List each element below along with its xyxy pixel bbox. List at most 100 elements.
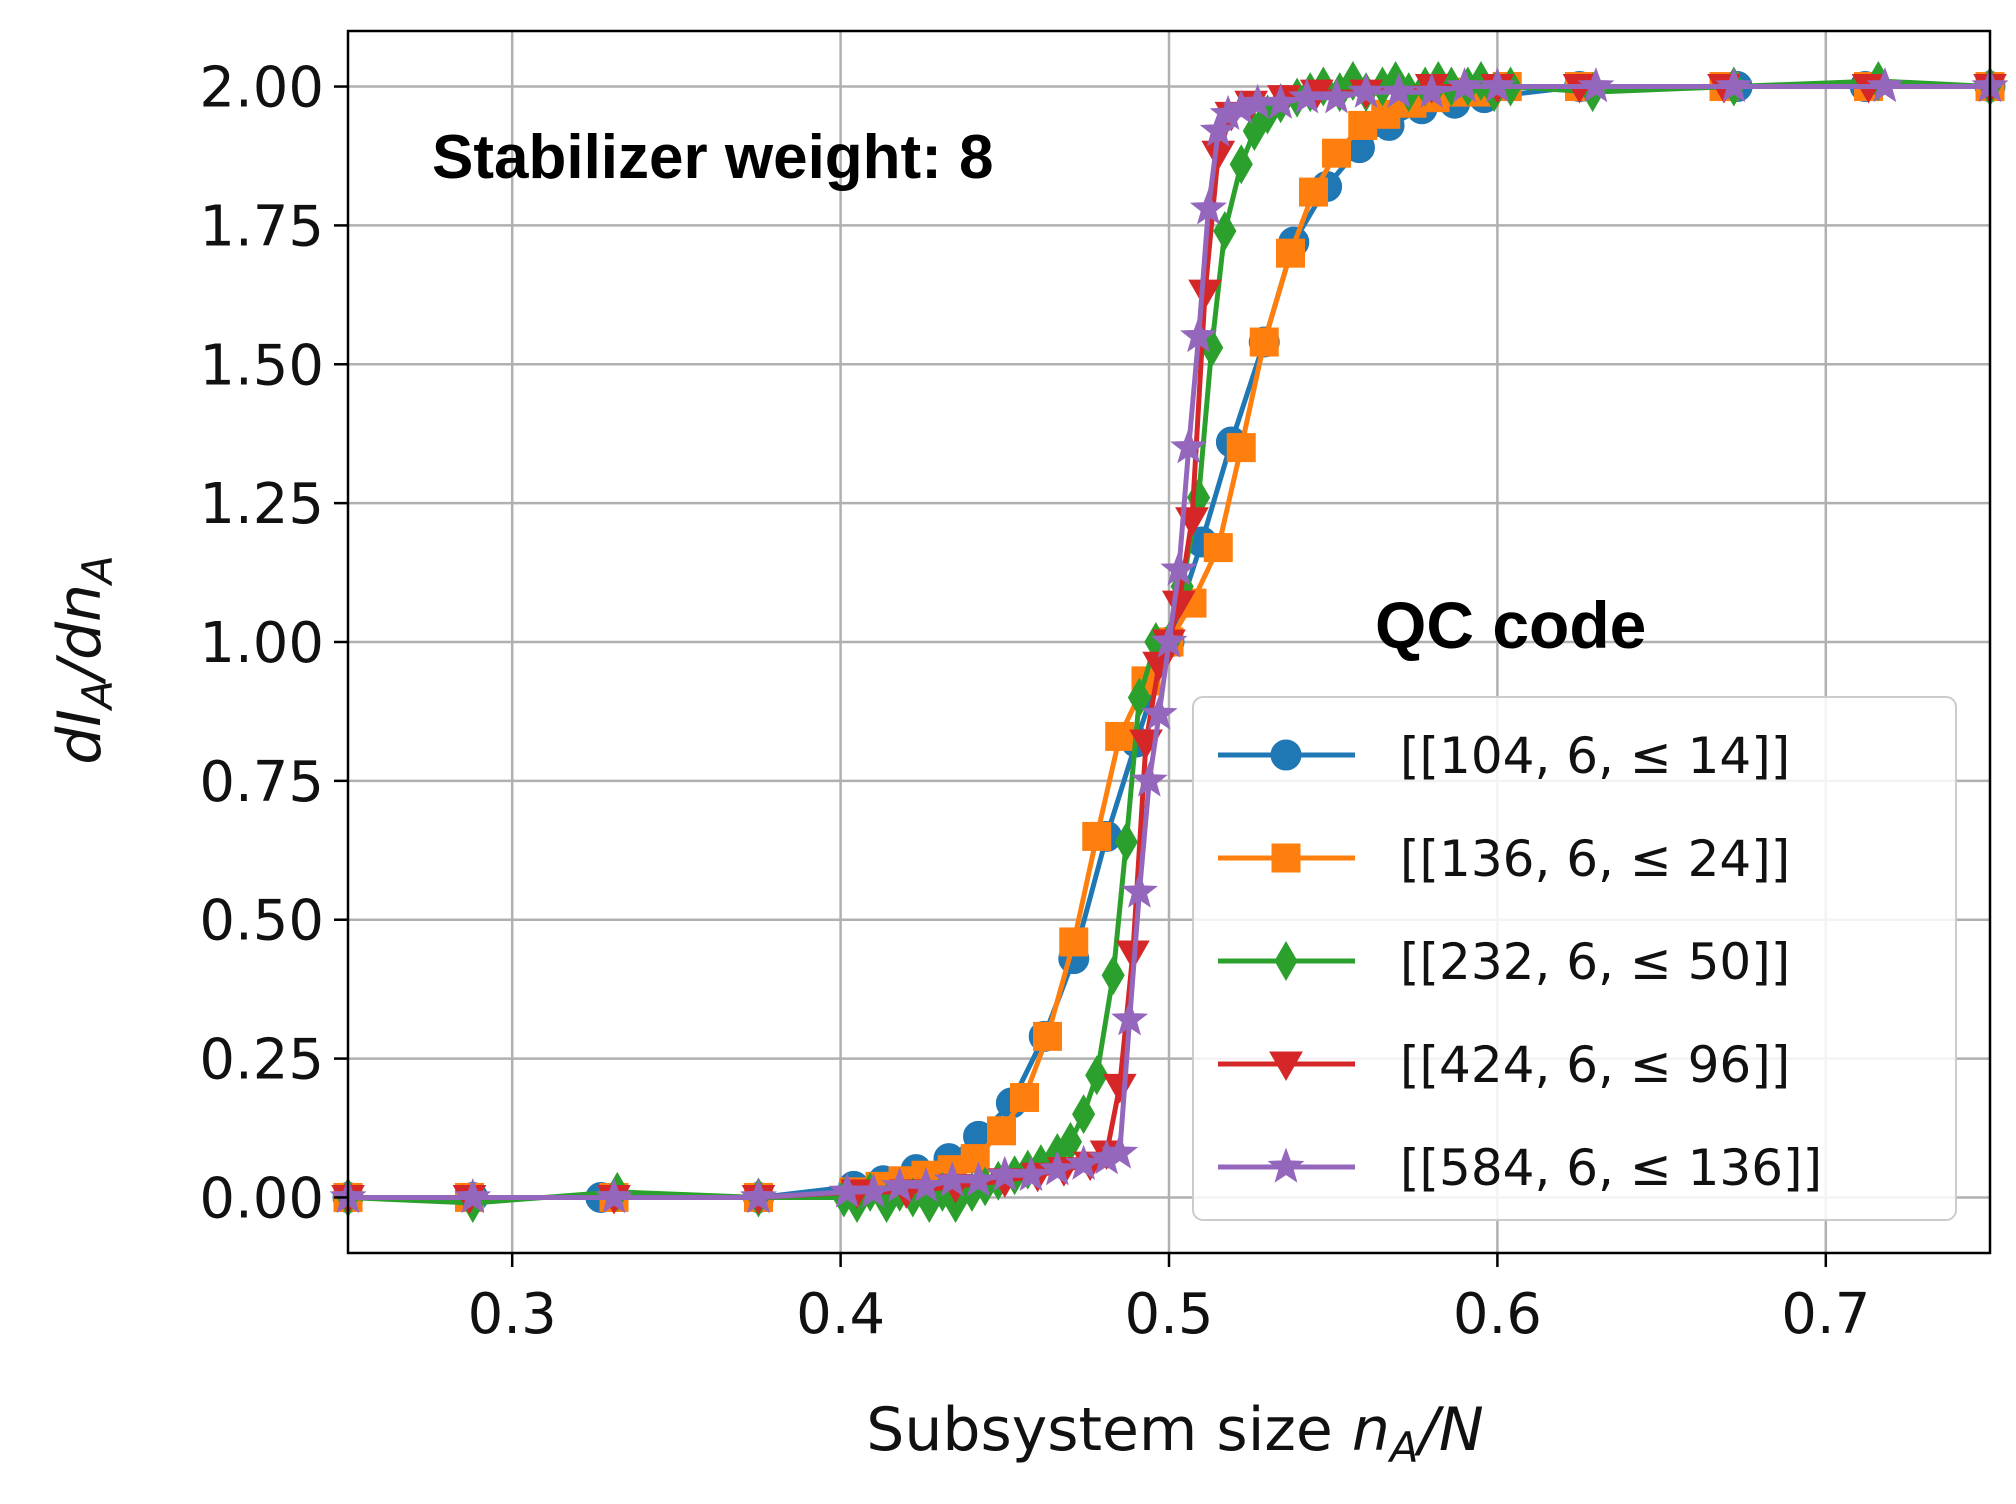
y-tick-label: 1.25: [199, 472, 324, 537]
data-point: [1101, 955, 1125, 996]
data-point: [1101, 1133, 1139, 1169]
data-point: [1446, 67, 1484, 103]
legend-marker: [1269, 1051, 1303, 1082]
legend-label: [[584, 6, ≤ 136]]: [1400, 1139, 1822, 1197]
legend-marker: [1274, 941, 1298, 981]
data-point: [1478, 67, 1516, 103]
x-axis-label-tail: /N: [1414, 1395, 1484, 1465]
y-tick-label: 1.00: [199, 611, 324, 676]
data-point: [740, 1178, 777, 1214]
svg-text:Subsystem size nA/N: Subsystem size nA/N: [866, 1395, 1483, 1472]
axis-ticks: 0.3 0.4 0.5 0.6 0.7 0.00 0.25 0.50 0.75 1.00 1.25 1…: [199, 56, 1870, 1347]
legend-label: [[136, 6, ≤ 24]]: [1400, 830, 1790, 888]
data-point: [1262, 83, 1300, 119]
data-point: [1199, 111, 1237, 147]
data-point: [1213, 210, 1237, 251]
data-point: [1866, 67, 1904, 103]
x-tick-label: 0.3: [468, 1282, 557, 1347]
legend-label: [[424, 6, ≤ 96]]: [1400, 1036, 1790, 1094]
series-5: [329, 67, 2009, 1214]
legend: [[104, 6, ≤ 14]] [[136, 6, ≤ 24]] [[232, 6…: [1192, 696, 1957, 1221]
data-point: [1111, 1000, 1149, 1036]
x-axis-label-sub: A: [1387, 1423, 1419, 1472]
data-point: [454, 1178, 492, 1214]
data-point: [595, 1178, 633, 1214]
data-point: [1105, 721, 1135, 751]
x-axis-label: Subsystem size nA/N: [866, 1395, 1483, 1472]
data-point: [1380, 72, 1418, 108]
y-tick-label: 1.75: [199, 194, 324, 259]
legend-marker: [1270, 739, 1302, 771]
legend-entry: [[104, 6, ≤ 14]]: [1218, 727, 1790, 785]
data-point: [1321, 138, 1351, 168]
data-point: [1032, 1021, 1062, 1051]
x-axis-label-text: Subsystem size: [866, 1395, 1352, 1465]
data-point: [1249, 327, 1279, 357]
x-axis-label-var: n: [1352, 1395, 1390, 1465]
x-tick-label: 0.6: [1453, 1282, 1542, 1347]
data-point: [1140, 694, 1178, 730]
data-point: [1120, 872, 1158, 908]
data-point: [1276, 238, 1306, 268]
legend-entry: [[584, 6, ≤ 136]]: [1218, 1139, 1822, 1197]
data-point: [1298, 177, 1328, 207]
y-tick-label: 0.25: [199, 1028, 324, 1093]
data-point: [1102, 1073, 1137, 1104]
svg-text:dIA/dnA: dIA/dnA: [45, 555, 122, 765]
legend-entry: [[232, 6, ≤ 50]]: [1218, 933, 1790, 991]
y-tick-label: 0.50: [199, 889, 324, 954]
x-tick-label: 0.7: [1781, 1282, 1870, 1347]
data-point: [1150, 622, 1188, 658]
data-point: [960, 1161, 998, 1197]
data-point: [1160, 550, 1198, 586]
legend-box: [1192, 696, 1957, 1221]
data-point: [1189, 189, 1227, 225]
legend-entries: [[104, 6, ≤ 14]] [[136, 6, ≤ 24]] [[232, 6…: [1218, 727, 1822, 1197]
data-point: [1347, 72, 1385, 108]
data-point: [1577, 67, 1615, 103]
data-point: [1317, 78, 1355, 114]
x-tick-label: 0.5: [1124, 1282, 1213, 1347]
legend-marker: [1267, 1147, 1305, 1183]
legend-title: QC code: [1375, 588, 1646, 662]
plot-series: [329, 60, 2009, 1224]
data-point: [1072, 1094, 1096, 1135]
legend-label: [[104, 6, ≤ 14]]: [1400, 727, 1790, 785]
data-point: [1114, 821, 1138, 862]
data-point: [1059, 927, 1089, 957]
data-point: [1715, 67, 1753, 103]
data-point: [987, 1116, 1017, 1146]
data-point: [1127, 677, 1152, 718]
data-point: [1242, 110, 1266, 151]
y-tick-label: 1.50: [199, 333, 324, 398]
data-point: [1012, 1155, 1050, 1191]
data-point: [1203, 533, 1233, 563]
y-tick-label: 0.75: [199, 750, 324, 815]
data-point: [1180, 317, 1218, 353]
data-point: [1229, 144, 1253, 185]
y-axis-label: dIA/dnA: [45, 555, 122, 765]
data-point: [854, 1172, 892, 1208]
data-point: [1130, 761, 1168, 797]
data-point: [1082, 821, 1112, 851]
data-point: [1161, 590, 1196, 621]
y-axis-label-d1: dI: [45, 709, 115, 765]
x-tick-label: 0.4: [796, 1282, 885, 1347]
legend-entry: [[424, 6, ≤ 96]]: [1218, 1036, 1790, 1094]
legend-marker: [1271, 843, 1301, 873]
legend-label: [[232, 6, ≤ 50]]: [1400, 933, 1790, 991]
data-point: [1010, 1082, 1040, 1112]
y-axis-label-sub1: A: [73, 680, 122, 712]
annotation-text: Stabilizer weight: 8: [432, 123, 994, 192]
y-axis-label-sub2: A: [73, 555, 122, 587]
data-point: [1170, 428, 1208, 464]
y-tick-label: 2.00: [199, 56, 324, 121]
data-point: [1413, 72, 1451, 108]
y-axis-label-mid: /dn: [45, 584, 115, 685]
data-point: [1038, 1150, 1076, 1186]
data-point: [1085, 1055, 1109, 1096]
data-point: [907, 1166, 945, 1203]
y-tick-label: 0.00: [199, 1166, 324, 1231]
legend-entry: [[136, 6, ≤ 24]]: [1218, 830, 1790, 888]
